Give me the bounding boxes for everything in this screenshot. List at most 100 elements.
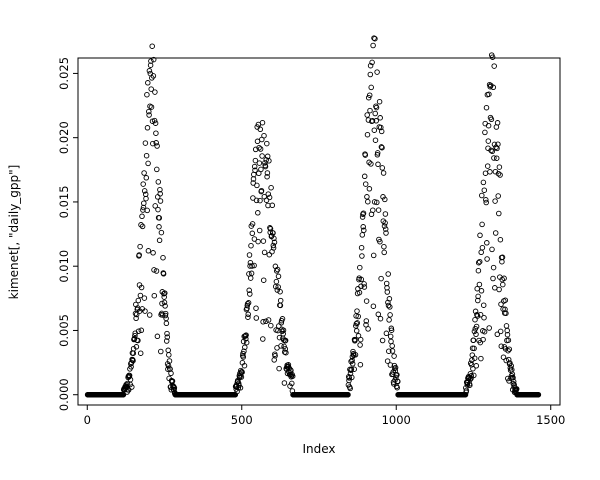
data-point: [389, 348, 396, 354]
data-point: [484, 163, 491, 169]
data-point: [486, 325, 492, 331]
data-point: [362, 181, 369, 187]
data-point: [154, 166, 160, 173]
data-point: [129, 384, 135, 390]
data-point: [480, 336, 486, 343]
y-tick-label: 0.000: [57, 378, 71, 411]
data-point: [493, 155, 500, 161]
data-point: [467, 376, 473, 383]
data-point: [371, 199, 378, 205]
data-point: [357, 342, 363, 348]
data-point: [490, 264, 497, 271]
data-point: [145, 80, 151, 86]
data-point: [364, 131, 371, 138]
data-point: [267, 226, 274, 232]
data-point: [504, 331, 511, 338]
data-point: [513, 386, 520, 392]
data-point: [380, 218, 387, 224]
data-point: [387, 362, 394, 368]
data-point: [140, 181, 146, 187]
data-point: [483, 197, 489, 203]
data-point: [272, 283, 279, 290]
data-point: [171, 386, 177, 393]
data-point: [480, 302, 487, 308]
data-point: [357, 361, 364, 368]
data-point: [270, 242, 277, 249]
data-point: [161, 290, 167, 297]
data-point: [361, 227, 367, 234]
data-point: [498, 301, 504, 307]
data-point: [475, 267, 482, 274]
data-point: [381, 243, 387, 250]
data-point: [160, 271, 167, 277]
data-point: [474, 285, 480, 292]
data-point: [251, 163, 258, 170]
data-point: [252, 167, 258, 174]
data-point: [268, 184, 274, 191]
data-point: [242, 344, 248, 351]
data-point: [348, 366, 355, 373]
data-point: [378, 144, 385, 150]
data-point: [152, 120, 159, 126]
data-point: [375, 161, 381, 168]
data-point: [246, 252, 253, 258]
data-point: [392, 377, 398, 383]
y-axis-label: kimenet[, "daily_gpp"]: [7, 165, 21, 300]
data-point: [259, 153, 265, 159]
data-point: [152, 203, 158, 209]
data-point: [386, 296, 393, 302]
data-point: [253, 315, 260, 321]
data-point: [478, 249, 484, 256]
data-point: [165, 366, 171, 372]
data-point: [370, 303, 377, 309]
data-point: [363, 318, 370, 324]
data-point: [499, 254, 506, 261]
data-point: [349, 361, 356, 367]
data-point: [381, 223, 388, 229]
data-point: [277, 288, 283, 295]
data-point: [271, 235, 277, 242]
data-point: [269, 202, 276, 209]
data-point: [471, 345, 477, 352]
data-point: [349, 357, 355, 364]
data-point: [349, 374, 355, 381]
data-point: [346, 377, 352, 384]
data-point: [237, 385, 244, 391]
data-point: [153, 140, 159, 146]
data-point: [266, 194, 273, 201]
data-point: [488, 116, 495, 123]
data-point: [157, 198, 164, 204]
data-point: [364, 194, 370, 200]
data-point: [394, 372, 400, 378]
data-point: [152, 89, 158, 95]
data-point: [257, 197, 263, 204]
data-point: [151, 267, 157, 273]
data-point: [503, 357, 509, 364]
data-point: [265, 317, 272, 323]
data-point: [276, 365, 282, 372]
data-point: [159, 312, 166, 318]
data-point: [243, 335, 249, 342]
data-point: [164, 334, 171, 340]
data-point: [383, 230, 389, 236]
data-point: [380, 170, 387, 176]
data-point: [263, 318, 269, 325]
data-point: [156, 224, 162, 230]
data-point: [143, 175, 150, 181]
data-point: [161, 294, 167, 300]
x-tick-label: 1500: [536, 413, 565, 427]
data-point: [471, 328, 478, 335]
data-point: [260, 238, 267, 244]
data-point: [260, 319, 266, 325]
data-point: [469, 352, 476, 358]
data-point: [496, 210, 502, 217]
data-point: [361, 281, 367, 287]
data-point: [280, 327, 287, 333]
data-point: [467, 382, 473, 388]
data-point: [166, 358, 173, 364]
data-point: [479, 221, 485, 228]
data-point: [254, 182, 260, 189]
data-point: [143, 152, 150, 159]
data-point: [251, 236, 258, 242]
data-point: [354, 320, 361, 326]
